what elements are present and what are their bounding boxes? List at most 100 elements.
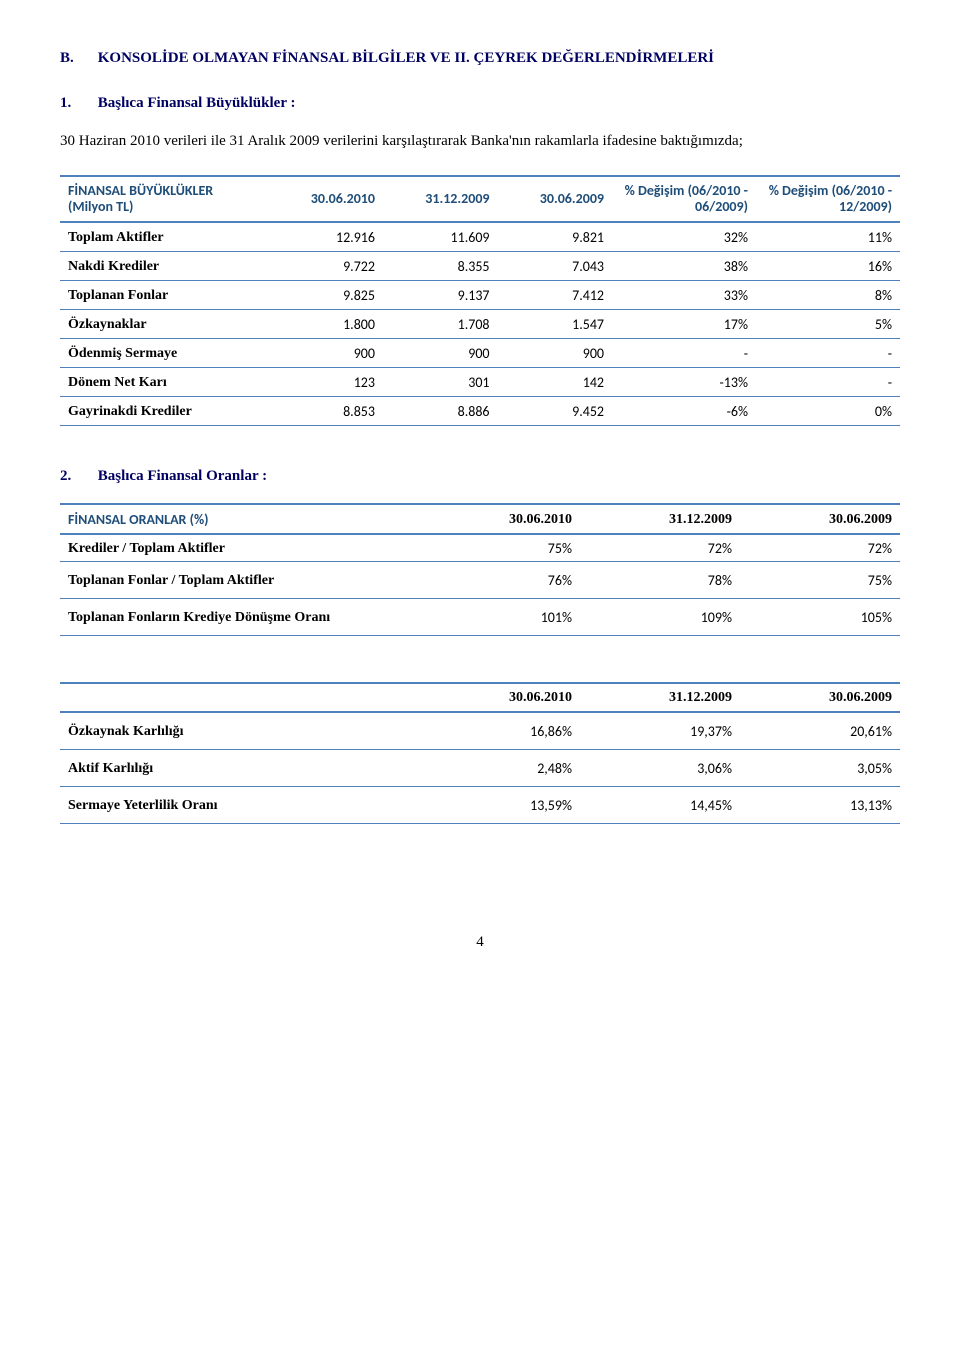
table-row: Toplanan Fonlar9.8259.1377.41233%8% <box>60 281 900 310</box>
cell-value: 105% <box>740 599 900 636</box>
cell-value: 13,13% <box>740 787 900 824</box>
row-label: Gayrinakdi Krediler <box>60 397 268 426</box>
row-label: Dönem Net Karı <box>60 368 268 397</box>
cell-value: 72% <box>580 534 740 562</box>
table2-header-label: FİNANSAL ORANLAR (%) <box>60 504 430 534</box>
cell-value: - <box>612 339 756 368</box>
table-profitability-ratios: 30.06.2010 31.12.2009 30.06.2009 Özkayna… <box>60 682 900 824</box>
row-label: Toplanan Fonlar / Toplam Aktifler <box>60 562 430 599</box>
sub2-heading: 2. Başlıca Finansal Oranlar : <box>60 468 900 485</box>
cell-value: 9.137 <box>383 281 498 310</box>
cell-value: 13,59% <box>430 787 580 824</box>
cell-value: 78% <box>580 562 740 599</box>
table3-col-1: 31.12.2009 <box>580 683 740 712</box>
cell-value: 16% <box>756 252 900 281</box>
section-title: KONSOLİDE OLMAYAN FİNANSAL BİLGİLER VE I… <box>98 50 714 66</box>
table1-col-2: 30.06.2009 <box>498 176 613 223</box>
cell-value: 76% <box>430 562 580 599</box>
cell-value: 32% <box>612 222 756 252</box>
cell-value: 2,48% <box>430 750 580 787</box>
row-label: Toplam Aktifler <box>60 222 268 252</box>
table-row: Nakdi Krediler9.7228.3557.04338%16% <box>60 252 900 281</box>
cell-value: -13% <box>612 368 756 397</box>
cell-value: 109% <box>580 599 740 636</box>
table-row: Toplam Aktifler12.91611.6099.82132%11% <box>60 222 900 252</box>
table3-header-label <box>60 683 430 712</box>
table-row: Özkaynaklar1.8001.7081.54717%5% <box>60 310 900 339</box>
cell-value: 38% <box>612 252 756 281</box>
sub1-intro: 30 Haziran 2010 verileri ile 31 Aralık 2… <box>60 130 900 153</box>
cell-value: 8% <box>756 281 900 310</box>
table1-col-0: 30.06.2010 <box>268 176 383 223</box>
cell-value: 16,86% <box>430 712 580 750</box>
row-label: Krediler / Toplam Aktifler <box>60 534 430 562</box>
cell-value: 301 <box>383 368 498 397</box>
row-label: Özkaynak Karlılığı <box>60 712 430 750</box>
sub1-num: 1. <box>60 95 94 112</box>
cell-value: 12.916 <box>268 222 383 252</box>
cell-value: 14,45% <box>580 787 740 824</box>
section-heading: B. KONSOLİDE OLMAYAN FİNANSAL BİLGİLER V… <box>60 50 900 67</box>
sub1-title: Başlıca Finansal Büyüklükler : <box>98 95 296 111</box>
cell-value: 3,05% <box>740 750 900 787</box>
row-label: Toplanan Fonların Krediye Dönüşme Oranı <box>60 599 430 636</box>
cell-value: 900 <box>268 339 383 368</box>
table-financial-sizes: FİNANSAL BÜYÜKLÜKLER (Milyon TL) 30.06.2… <box>60 175 900 427</box>
table-row: Aktif Karlılığı2,48%3,06%3,05% <box>60 750 900 787</box>
cell-value: 8.886 <box>383 397 498 426</box>
row-label: Sermaye Yeterlilik Oranı <box>60 787 430 824</box>
cell-value: 9.452 <box>498 397 613 426</box>
cell-value: 9.821 <box>498 222 613 252</box>
cell-value: 11% <box>756 222 900 252</box>
table-row: Özkaynak Karlılığı16,86%19,37%20,61% <box>60 712 900 750</box>
cell-value: 75% <box>740 562 900 599</box>
cell-value: 8.355 <box>383 252 498 281</box>
cell-value: 3,06% <box>580 750 740 787</box>
cell-value: 1.547 <box>498 310 613 339</box>
cell-value: 19,37% <box>580 712 740 750</box>
cell-value: 33% <box>612 281 756 310</box>
cell-value: 9.722 <box>268 252 383 281</box>
table-row: Gayrinakdi Krediler8.8538.8869.452-6%0% <box>60 397 900 426</box>
row-label: Toplanan Fonlar <box>60 281 268 310</box>
table-row: Dönem Net Karı123301142-13%- <box>60 368 900 397</box>
table-row: Ödenmiş Sermaye900900900-- <box>60 339 900 368</box>
cell-value: 8.853 <box>268 397 383 426</box>
cell-value: 0% <box>756 397 900 426</box>
sub2-num: 2. <box>60 468 94 485</box>
table2-col-0: 30.06.2010 <box>430 504 580 534</box>
table1-col-1: 31.12.2009 <box>383 176 498 223</box>
cell-value: 101% <box>430 599 580 636</box>
cell-value: - <box>756 368 900 397</box>
cell-value: 11.609 <box>383 222 498 252</box>
table-row: Sermaye Yeterlilik Oranı13,59%14,45%13,1… <box>60 787 900 824</box>
table1-col-4: % Değişim (06/2010 - 12/2009) <box>756 176 900 223</box>
table3-col-2: 30.06.2009 <box>740 683 900 712</box>
cell-value: 72% <box>740 534 900 562</box>
table-row: Toplanan Fonların Krediye Dönüşme Oranı1… <box>60 599 900 636</box>
table1-header-label: FİNANSAL BÜYÜKLÜKLER (Milyon TL) <box>60 176 268 223</box>
row-label: Aktif Karlılığı <box>60 750 430 787</box>
cell-value: 900 <box>498 339 613 368</box>
table3-col-0: 30.06.2010 <box>430 683 580 712</box>
row-label: Özkaynaklar <box>60 310 268 339</box>
cell-value: - <box>756 339 900 368</box>
sub1-heading: 1. Başlıca Finansal Büyüklükler : <box>60 95 900 112</box>
cell-value: 7.412 <box>498 281 613 310</box>
cell-value: 900 <box>383 339 498 368</box>
table-row: Toplanan Fonlar / Toplam Aktifler76%78%7… <box>60 562 900 599</box>
table1-col-3: % Değişim (06/2010 - 06/2009) <box>612 176 756 223</box>
cell-value: 1.800 <box>268 310 383 339</box>
row-label: Nakdi Krediler <box>60 252 268 281</box>
page-number: 4 <box>60 934 900 951</box>
cell-value: 9.825 <box>268 281 383 310</box>
cell-value: -6% <box>612 397 756 426</box>
cell-value: 20,61% <box>740 712 900 750</box>
cell-value: 17% <box>612 310 756 339</box>
cell-value: 7.043 <box>498 252 613 281</box>
cell-value: 75% <box>430 534 580 562</box>
table-financial-ratios: FİNANSAL ORANLAR (%) 30.06.2010 31.12.20… <box>60 503 900 636</box>
cell-value: 142 <box>498 368 613 397</box>
row-label: Ödenmiş Sermaye <box>60 339 268 368</box>
table2-col-2: 30.06.2009 <box>740 504 900 534</box>
